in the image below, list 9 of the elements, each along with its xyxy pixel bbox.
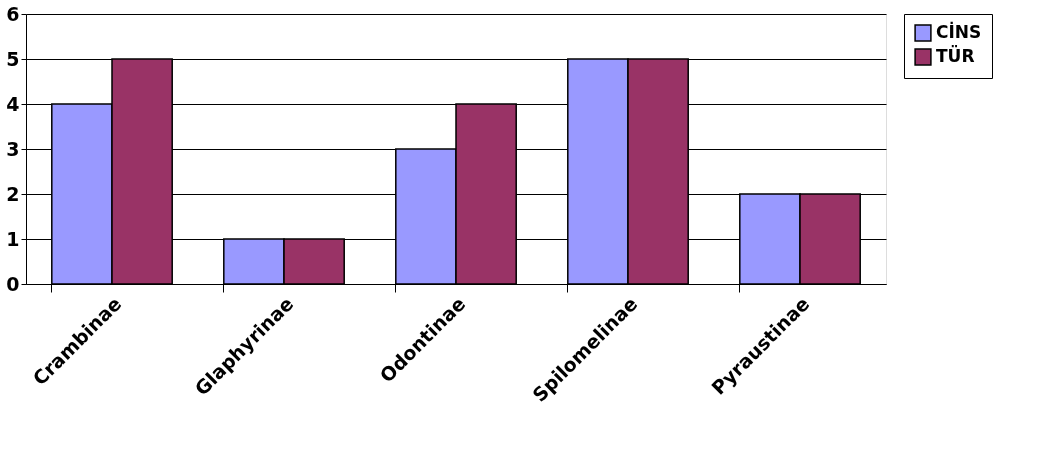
legend-label: TÜR xyxy=(936,45,975,66)
y-tick-label: 1 xyxy=(6,227,20,250)
y-tick-label: 3 xyxy=(6,137,20,160)
y-tick-label: 6 xyxy=(6,2,20,25)
y-tick-label: 5 xyxy=(6,47,20,70)
legend-label: CİNS xyxy=(936,21,982,42)
y-tick-label: 4 xyxy=(6,92,20,115)
y-tick-label: 2 xyxy=(6,182,20,205)
y-tick-label: 0 xyxy=(6,272,20,295)
